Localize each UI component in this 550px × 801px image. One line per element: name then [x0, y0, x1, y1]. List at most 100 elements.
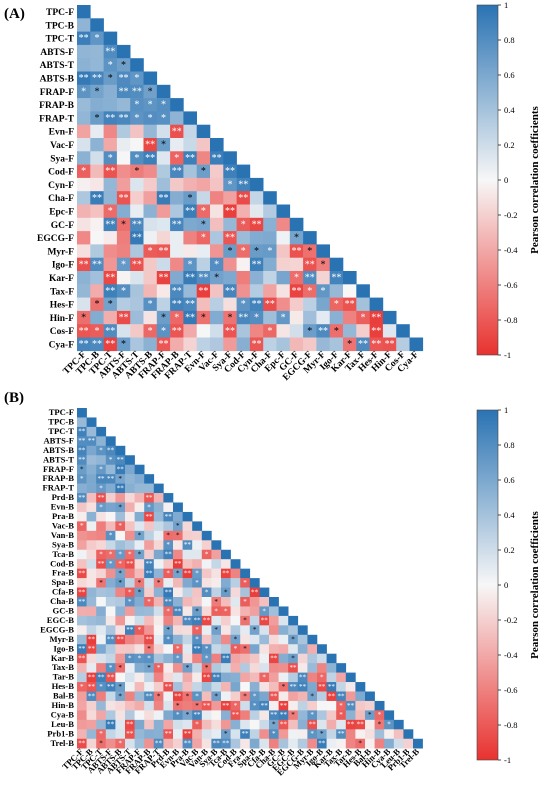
- heatmap-cell: [153, 511, 164, 522]
- heatmap-cell: [144, 672, 155, 683]
- significance-mark: *: [166, 532, 170, 540]
- heatmap-cell: [86, 436, 97, 447]
- significance-mark: *: [99, 730, 103, 738]
- heatmap-cell: [125, 493, 135, 503]
- heatmap-cell: [96, 634, 107, 645]
- row-label: Igo-B: [53, 643, 74, 653]
- heatmap-cell: [170, 257, 184, 272]
- significance-mark: *: [227, 312, 232, 323]
- colorbar-tick-label: 0.8: [504, 440, 515, 450]
- heatmap-cell: [144, 625, 155, 636]
- significance-mark: **: [158, 273, 168, 284]
- significance-mark: **: [185, 299, 195, 310]
- heatmap-cell: [263, 297, 277, 312]
- significance-mark: *: [378, 711, 382, 719]
- significance-mark: *: [195, 692, 199, 700]
- heatmap-cell: [240, 710, 251, 721]
- heatmap-cell: [77, 44, 91, 59]
- significance-mark: **: [126, 626, 134, 634]
- heatmap-cell: [115, 615, 126, 626]
- heatmap-cell: [182, 511, 193, 522]
- colorbar-tick-label: 1: [504, 0, 508, 10]
- heatmap-cell: [130, 257, 144, 272]
- heatmap-cell: [393, 719, 404, 730]
- row-label: Hin-F: [50, 314, 74, 324]
- heatmap-cell: [317, 729, 327, 740]
- heatmap-cell: [96, 700, 107, 711]
- heatmap-cell: [343, 297, 357, 312]
- heatmap-cell: [125, 719, 135, 730]
- significance-mark: *: [267, 326, 272, 337]
- significance-mark: **: [145, 560, 153, 568]
- heatmap-cell: [249, 284, 264, 298]
- heatmap-cell: [223, 164, 237, 179]
- heatmap-cell: [230, 606, 241, 617]
- heatmap-cell: [201, 549, 212, 560]
- significance-mark: **: [78, 655, 86, 663]
- heatmap-cell: [249, 653, 260, 664]
- row-label: GC-B: [53, 606, 75, 616]
- significance-mark: *: [118, 503, 122, 511]
- heatmap-cell: [163, 710, 174, 721]
- heatmap-cell: [326, 729, 337, 740]
- heatmap-cell: [326, 719, 337, 730]
- significance-mark: **: [198, 286, 208, 297]
- heatmap-cell: [221, 738, 231, 749]
- heatmap-cell: [249, 244, 264, 258]
- heatmap-cell: [125, 568, 135, 579]
- significance-mark: *: [134, 100, 139, 111]
- heatmap-cell: [211, 738, 222, 749]
- heatmap-cell: [409, 337, 424, 352]
- significance-mark: *: [176, 711, 180, 719]
- heatmap-cell: [143, 151, 158, 165]
- heatmap-cell: [163, 521, 174, 532]
- heatmap-cell: [130, 244, 144, 258]
- heatmap-cell: [307, 691, 318, 702]
- heatmap-cell: [173, 634, 183, 645]
- significance-mark: **: [222, 740, 230, 748]
- heatmap-cell: [192, 729, 203, 740]
- significance-mark: **: [172, 299, 182, 310]
- row-label: Vac-B: [52, 520, 74, 530]
- heatmap-cell: [103, 257, 118, 272]
- heatmap-cell: [201, 634, 212, 645]
- significance-mark: *: [80, 466, 84, 474]
- heatmap-cell: [134, 559, 145, 569]
- heatmap-cell: [86, 426, 97, 437]
- heatmap-cell: [105, 445, 116, 456]
- significance-mark: **: [225, 286, 235, 297]
- heatmap-cell: [201, 653, 212, 664]
- heatmap-cell: [249, 297, 264, 312]
- heatmap-cell: [240, 625, 251, 636]
- heatmap-cell: [297, 663, 308, 673]
- heatmap-cell: [336, 719, 347, 730]
- heatmap-cell: [86, 663, 97, 673]
- heatmap-cell: [183, 177, 197, 192]
- heatmap-cell: [317, 700, 327, 711]
- heatmap-cell: [153, 719, 164, 730]
- heatmap-cell: [278, 738, 289, 749]
- heatmap-cell: [134, 663, 145, 673]
- significance-mark: **: [158, 193, 168, 204]
- heatmap-cell: [86, 682, 97, 692]
- significance-mark: **: [119, 193, 129, 204]
- significance-mark: **: [107, 636, 115, 644]
- colorbar-tick-label: -0.8: [504, 720, 517, 730]
- heatmap-cell: [105, 691, 116, 702]
- heatmap-cell: [201, 729, 212, 740]
- heatmap-cell: [144, 559, 155, 569]
- heatmap-cell: [249, 644, 260, 654]
- heatmap-cell: [236, 324, 251, 338]
- heatmap-cell: [249, 231, 264, 245]
- row-label: Cod-F: [48, 168, 74, 178]
- heatmap-cell: [143, 284, 158, 298]
- significance-mark: **: [145, 494, 153, 502]
- heatmap-cell: [210, 257, 224, 272]
- heatmap-cell: [134, 530, 145, 541]
- heatmap-cell: [192, 719, 203, 730]
- heatmap-cell: [289, 324, 304, 338]
- row-label: TPC-T: [46, 35, 75, 45]
- heatmap-cell: [143, 297, 158, 312]
- heatmap-cell: [297, 653, 308, 664]
- heatmap-cell: [77, 540, 87, 551]
